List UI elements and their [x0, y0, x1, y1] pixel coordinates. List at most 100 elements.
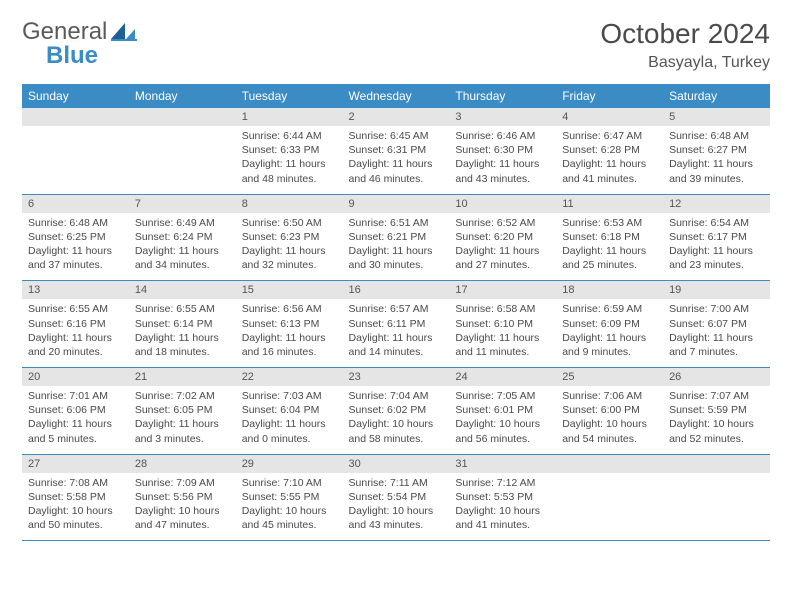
sunrise-line: Sunrise: 6:58 AM: [455, 302, 550, 316]
calendar-cell: 5Sunrise: 6:48 AMSunset: 6:27 PMDaylight…: [663, 108, 770, 194]
day-number: [556, 455, 663, 473]
sunrise-line: Sunrise: 6:47 AM: [562, 129, 657, 143]
day-number: 30: [343, 455, 450, 473]
sunset-line: Sunset: 6:16 PM: [28, 317, 123, 331]
sunset-line: Sunset: 6:11 PM: [349, 317, 444, 331]
daylight-line: Daylight: 11 hours and 14 minutes.: [349, 331, 444, 359]
sunrise-line: Sunrise: 6:55 AM: [28, 302, 123, 316]
cell-body: Sunrise: 6:53 AMSunset: 6:18 PMDaylight:…: [556, 213, 663, 281]
day-number: 14: [129, 281, 236, 299]
day-header: Wednesday: [343, 84, 450, 108]
calendar-cell: 12Sunrise: 6:54 AMSunset: 6:17 PMDayligh…: [663, 194, 770, 281]
sunset-line: Sunset: 6:31 PM: [349, 143, 444, 157]
daylight-line: Daylight: 11 hours and 32 minutes.: [242, 244, 337, 272]
calendar-cell: 2Sunrise: 6:45 AMSunset: 6:31 PMDaylight…: [343, 108, 450, 194]
daylight-line: Daylight: 11 hours and 25 minutes.: [562, 244, 657, 272]
logo-sail-icon: [111, 23, 137, 41]
daylight-line: Daylight: 11 hours and 27 minutes.: [455, 244, 550, 272]
day-number: 8: [236, 195, 343, 213]
day-number: [129, 108, 236, 126]
calendar-cell: 14Sunrise: 6:55 AMSunset: 6:14 PMDayligh…: [129, 281, 236, 368]
day-number: 6: [22, 195, 129, 213]
sunrise-line: Sunrise: 6:49 AM: [135, 216, 230, 230]
daylight-line: Daylight: 10 hours and 56 minutes.: [455, 417, 550, 445]
sunrise-line: Sunrise: 6:57 AM: [349, 302, 444, 316]
calendar-cell: [129, 108, 236, 194]
brand-word2: Blue: [46, 42, 98, 70]
sunrise-line: Sunrise: 7:01 AM: [28, 389, 123, 403]
day-number: 13: [22, 281, 129, 299]
day-number: 16: [343, 281, 450, 299]
sunrise-line: Sunrise: 7:00 AM: [669, 302, 764, 316]
sunrise-line: Sunrise: 7:06 AM: [562, 389, 657, 403]
sunset-line: Sunset: 5:54 PM: [349, 490, 444, 504]
day-number: 26: [663, 368, 770, 386]
day-number: 29: [236, 455, 343, 473]
sunset-line: Sunset: 6:18 PM: [562, 230, 657, 244]
calendar-cell: 17Sunrise: 6:58 AMSunset: 6:10 PMDayligh…: [449, 281, 556, 368]
sunset-line: Sunset: 6:14 PM: [135, 317, 230, 331]
week-row: 1Sunrise: 6:44 AMSunset: 6:33 PMDaylight…: [22, 108, 770, 194]
sunrise-line: Sunrise: 6:50 AM: [242, 216, 337, 230]
sunset-line: Sunset: 6:28 PM: [562, 143, 657, 157]
sunrise-line: Sunrise: 6:51 AM: [349, 216, 444, 230]
calendar-cell: 8Sunrise: 6:50 AMSunset: 6:23 PMDaylight…: [236, 194, 343, 281]
sunrise-line: Sunrise: 7:10 AM: [242, 476, 337, 490]
daylight-line: Daylight: 10 hours and 43 minutes.: [349, 504, 444, 532]
calendar-cell: 31Sunrise: 7:12 AMSunset: 5:53 PMDayligh…: [449, 454, 556, 541]
daylight-line: Daylight: 11 hours and 20 minutes.: [28, 331, 123, 359]
daylight-line: Daylight: 10 hours and 41 minutes.: [455, 504, 550, 532]
sunrise-line: Sunrise: 7:09 AM: [135, 476, 230, 490]
cell-body: Sunrise: 6:50 AMSunset: 6:23 PMDaylight:…: [236, 213, 343, 281]
calendar-cell: 9Sunrise: 6:51 AMSunset: 6:21 PMDaylight…: [343, 194, 450, 281]
day-number: 9: [343, 195, 450, 213]
cell-body: [556, 473, 663, 533]
calendar-cell: 4Sunrise: 6:47 AMSunset: 6:28 PMDaylight…: [556, 108, 663, 194]
day-number: 5: [663, 108, 770, 126]
day-header: Saturday: [663, 84, 770, 108]
cell-body: Sunrise: 6:55 AMSunset: 6:14 PMDaylight:…: [129, 299, 236, 367]
day-number: 19: [663, 281, 770, 299]
cell-body: [129, 126, 236, 186]
title-block: October 2024 Basyayla, Turkey: [600, 18, 770, 72]
daylight-line: Daylight: 11 hours and 18 minutes.: [135, 331, 230, 359]
calendar-cell: 16 Sunrise: 6:57 AMSunset: 6:11 PMDayligh…: [343, 281, 450, 368]
sunset-line: Sunset: 5:59 PM: [669, 403, 764, 417]
cell-body: Sunrise: 6:51 AMSunset: 6:21 PMDaylight:…: [343, 213, 450, 281]
day-number: 18: [556, 281, 663, 299]
day-number: [663, 455, 770, 473]
calendar-cell: [663, 454, 770, 541]
daylight-line: Daylight: 11 hours and 41 minutes.: [562, 157, 657, 185]
sunset-line: Sunset: 6:01 PM: [455, 403, 550, 417]
sunset-line: Sunset: 6:21 PM: [349, 230, 444, 244]
daylight-line: Daylight: 11 hours and 11 minutes.: [455, 331, 550, 359]
sunrise-line: Sunrise: 7:02 AM: [135, 389, 230, 403]
day-header: Monday: [129, 84, 236, 108]
cell-body: Sunrise: 6:52 AMSunset: 6:20 PMDaylight:…: [449, 213, 556, 281]
daylight-line: Daylight: 10 hours and 54 minutes.: [562, 417, 657, 445]
cell-body: [663, 473, 770, 533]
cell-body: Sunrise: 6:56 AMSunset: 6:13 PMDaylight:…: [236, 299, 343, 367]
calendar-cell: 25Sunrise: 7:06 AMSunset: 6:00 PMDayligh…: [556, 368, 663, 455]
day-header-row: SundayMondayTuesdayWednesdayThursdayFrid…: [22, 84, 770, 108]
day-number: 15: [236, 281, 343, 299]
week-row: 27Sunrise: 7:08 AMSunset: 5:58 PMDayligh…: [22, 454, 770, 541]
calendar-table: SundayMondayTuesdayWednesdayThursdayFrid…: [22, 84, 770, 541]
day-number: 12: [663, 195, 770, 213]
sunrise-line: Sunrise: 7:03 AM: [242, 389, 337, 403]
sunset-line: Sunset: 6:02 PM: [349, 403, 444, 417]
sunrise-line: Sunrise: 6:52 AM: [455, 216, 550, 230]
sunrise-line: Sunrise: 7:07 AM: [669, 389, 764, 403]
sunset-line: Sunset: 6:20 PM: [455, 230, 550, 244]
sunrise-line: Sunrise: 7:11 AM: [349, 476, 444, 490]
sunset-line: Sunset: 6:05 PM: [135, 403, 230, 417]
cell-body: Sunrise: 7:05 AMSunset: 6:01 PMDaylight:…: [449, 386, 556, 454]
daylight-line: Daylight: 10 hours and 58 minutes.: [349, 417, 444, 445]
daylight-line: Daylight: 11 hours and 34 minutes.: [135, 244, 230, 272]
cell-body: Sunrise: 7:12 AMSunset: 5:53 PMDaylight:…: [449, 473, 556, 541]
calendar-cell: 13 Sunrise: 6:55 AMSunset: 6:16 PMDayligh…: [22, 281, 129, 368]
sunrise-line: Sunrise: 7:12 AM: [455, 476, 550, 490]
cell-body: Sunrise: 6:44 AMSunset: 6:33 PMDaylight:…: [236, 126, 343, 194]
sunrise-line: Sunrise: 6:48 AM: [28, 216, 123, 230]
cell-body: Sunrise: 7:06 AMSunset: 6:00 PMDaylight:…: [556, 386, 663, 454]
